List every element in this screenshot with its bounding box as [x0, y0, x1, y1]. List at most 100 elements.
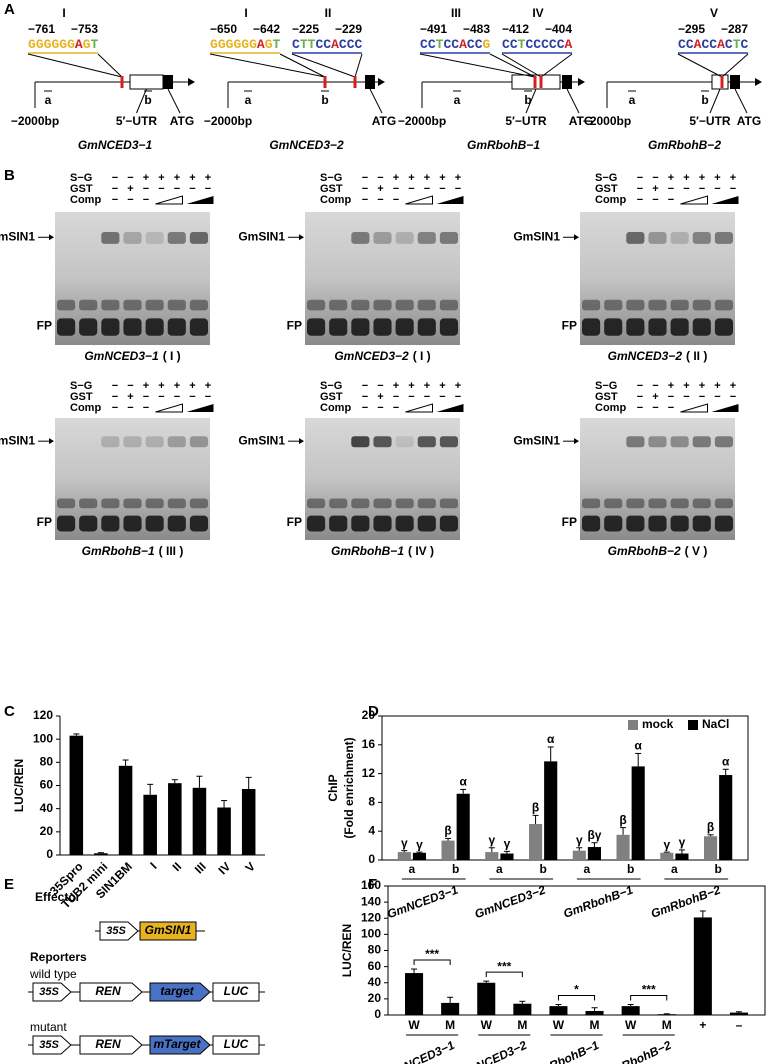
gel-band — [329, 318, 348, 336]
gel-band — [57, 299, 76, 311]
lane-sign: + — [714, 380, 720, 392]
base: T — [273, 37, 281, 52]
gel-band — [417, 318, 436, 336]
site-connector — [97, 53, 123, 78]
base: A — [257, 37, 265, 52]
row-label: S−G — [70, 380, 92, 392]
lane-sign: − — [112, 391, 118, 403]
lane-sign: − — [158, 391, 164, 403]
competitor-wedge — [186, 404, 214, 412]
site-id: I — [62, 6, 65, 20]
site-end: −642 — [253, 22, 280, 36]
arrow-head — [49, 234, 54, 241]
gel-band — [714, 299, 733, 311]
site-id: IV — [532, 6, 543, 20]
gel-band — [351, 498, 370, 509]
site-start: −491 — [420, 22, 447, 36]
gel-band — [145, 436, 164, 448]
region-marker: a — [629, 93, 636, 107]
lane-sign: − — [377, 172, 383, 184]
gel-band — [189, 231, 208, 244]
gene-box — [139, 921, 197, 941]
lane-sign: − — [143, 402, 149, 414]
competitor-wedge — [711, 404, 739, 412]
gel-site: ( I ) — [413, 349, 431, 363]
base: G — [483, 37, 491, 52]
x-tick-label: – — [736, 1018, 743, 1032]
row-label: Comp — [320, 194, 351, 206]
gel-band — [307, 498, 326, 509]
site-start: −761 — [28, 22, 55, 36]
lane-sign: − — [730, 391, 736, 403]
y-tick-label: 0 — [46, 847, 53, 861]
lane-sign: − — [362, 183, 368, 195]
legend-swatch — [628, 720, 638, 730]
lane-sign: − — [112, 183, 118, 195]
base: C — [686, 37, 694, 52]
gel-band — [417, 299, 436, 311]
lane-sign: − — [714, 391, 720, 403]
row-label: Comp — [70, 194, 101, 206]
base: G — [265, 37, 273, 52]
lane-sign: − — [424, 391, 430, 403]
gel-band — [145, 515, 164, 532]
shift-label: GmSIN1 — [238, 433, 285, 447]
lane-sign: − — [205, 183, 211, 195]
significance-bracket — [630, 995, 668, 1001]
gel-gene: GmRbohB−2 — [608, 544, 681, 558]
x-tick-label: a — [671, 862, 678, 876]
lane-sign: − — [377, 402, 383, 414]
x-tick-label: b — [452, 862, 459, 876]
row-label: GST — [70, 183, 93, 195]
gel-band — [101, 231, 120, 244]
bar — [485, 852, 499, 860]
base: C — [510, 37, 518, 52]
gel-band — [189, 498, 208, 509]
gel-title: GmNCED3−1 ( I ) — [84, 349, 180, 363]
arrow-head — [574, 438, 579, 445]
base: C — [292, 37, 300, 52]
bar — [241, 788, 256, 855]
y-tick-label: 0 — [374, 1007, 381, 1021]
bar — [513, 1003, 532, 1015]
base: C — [525, 37, 533, 52]
lane-sign: − — [189, 391, 195, 403]
site-connector — [291, 53, 356, 78]
site-connector — [677, 53, 723, 78]
lane-sign: + — [730, 172, 736, 184]
site-connector — [501, 53, 542, 78]
y-tick-label: 0 — [368, 852, 375, 866]
gel-band — [714, 231, 733, 244]
gel-band — [395, 515, 414, 532]
region-marker: b — [321, 93, 328, 107]
shift-label: GmSIN1 — [0, 433, 35, 447]
gel-band — [167, 231, 186, 244]
base: C — [725, 37, 733, 52]
lane-sign: − — [652, 380, 658, 392]
bar — [675, 853, 689, 860]
x-tick-label: + — [699, 1018, 706, 1032]
x-tick-label: b — [714, 862, 721, 876]
y-tick-label: 140 — [361, 894, 381, 908]
base: G — [59, 37, 67, 52]
gel-band — [417, 498, 436, 509]
free-probe-label: FP — [37, 319, 52, 333]
gel-band — [648, 515, 667, 532]
bar — [587, 847, 601, 860]
significance-label: *** — [497, 959, 511, 973]
lane-sign: − — [637, 172, 643, 184]
lane-sign: − — [714, 183, 720, 195]
bar — [585, 1010, 604, 1015]
x-tick-label: a — [409, 862, 416, 876]
gel-band — [101, 318, 120, 336]
gel-band — [582, 498, 601, 509]
base: T — [436, 37, 444, 52]
target-arrow — [149, 1035, 211, 1055]
lane-sign: − — [699, 391, 705, 403]
atg-box — [365, 75, 375, 89]
panel-label: E — [4, 876, 14, 893]
row-label: Comp — [320, 402, 351, 414]
gel-band — [79, 498, 98, 509]
site-sequence: CCACCACTC — [678, 37, 749, 52]
gel-band — [79, 318, 98, 336]
